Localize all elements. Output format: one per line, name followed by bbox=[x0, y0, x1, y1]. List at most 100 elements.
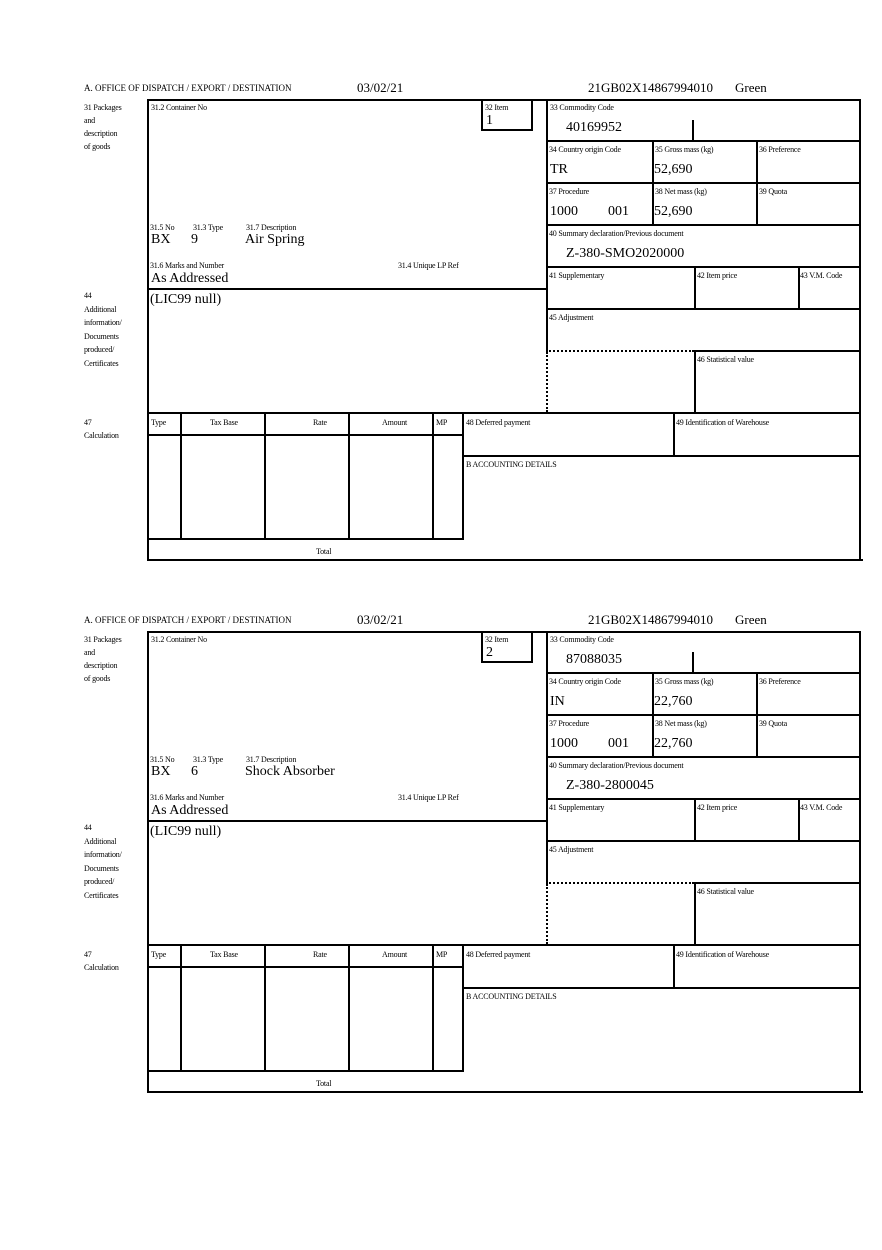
packages-label: and bbox=[84, 116, 95, 125]
procedure-label: 37 Procedure bbox=[549, 187, 590, 196]
item-price-label: 42 Item price bbox=[697, 271, 738, 280]
net-mass-value: 22,760 bbox=[654, 736, 693, 751]
additional-info-label: Additional bbox=[84, 836, 117, 846]
form-rule bbox=[756, 182, 758, 225]
form-rule bbox=[147, 538, 463, 540]
adjustment-label: 45 Adjustment bbox=[549, 313, 594, 322]
calculation-label: Calculation bbox=[84, 963, 119, 972]
additional-info-label: Documents bbox=[84, 331, 119, 341]
item-label: 32 Item bbox=[485, 635, 509, 644]
form-rule bbox=[756, 140, 758, 183]
declaration-item-form: A. OFFICE OF DISPATCH / EXPORT / DESTINA… bbox=[0, 80, 882, 580]
form-rule bbox=[432, 412, 434, 540]
form-rule bbox=[531, 631, 533, 663]
gross-mass-value: 22,760 bbox=[654, 694, 693, 709]
form-rule bbox=[147, 99, 149, 561]
packages-label: and bbox=[84, 648, 95, 657]
goods-description: Air Spring bbox=[245, 232, 305, 247]
gross-mass-label: 35 Gross mass (kg) bbox=[655, 677, 714, 686]
item-label: 32 Item bbox=[485, 103, 509, 112]
form-rule bbox=[546, 672, 861, 674]
office-of-dispatch-label: A. OFFICE OF DISPATCH / EXPORT / DESTINA… bbox=[84, 83, 292, 93]
packages-label: description bbox=[84, 129, 118, 138]
form-rule bbox=[798, 798, 800, 841]
commodity-code-value: 87088035 bbox=[566, 652, 622, 667]
commodity-code-value: 40169952 bbox=[566, 120, 622, 135]
form-rule bbox=[147, 944, 861, 946]
description-label: 31.7 Description bbox=[246, 755, 297, 764]
declaration-date: 03/02/21 bbox=[357, 80, 404, 95]
adjustment-label: 45 Adjustment bbox=[549, 845, 594, 854]
calc-header: Amount bbox=[382, 418, 408, 427]
packages-label: 31 Packages bbox=[84, 103, 122, 112]
additional-info-value: (LIC99 null) bbox=[150, 292, 222, 307]
form-rule bbox=[147, 288, 547, 290]
net-mass-label: 38 Net mass (kg) bbox=[655, 719, 707, 728]
deferred-payment-label: 48 Deferred payment bbox=[466, 950, 531, 959]
calc-header: MP bbox=[436, 418, 448, 427]
supplementary-label: 41 Supplementary bbox=[549, 271, 605, 280]
form-rule bbox=[859, 631, 861, 1093]
summary-declaration-value: Z-380-SMO2020000 bbox=[566, 246, 685, 261]
calc-header: Tax Base bbox=[210, 950, 238, 959]
calculation-label: 47 bbox=[84, 950, 92, 959]
additional-info-label: produced/ bbox=[84, 877, 115, 886]
dotted-rule bbox=[546, 882, 694, 884]
declaration-reference: 21GB02X14867994010 bbox=[588, 612, 713, 627]
form-rule bbox=[546, 840, 861, 842]
form-rule bbox=[180, 412, 182, 540]
country-origin-label: 34 Country origin Code bbox=[549, 677, 621, 686]
additional-info-label: Certificates bbox=[84, 358, 119, 368]
form-rule bbox=[652, 714, 654, 757]
item-number: 1 bbox=[486, 113, 493, 128]
form-rule bbox=[348, 944, 350, 1072]
packages-label: 31 Packages bbox=[84, 635, 122, 644]
form-rule bbox=[147, 1091, 863, 1093]
procedure-ext-value: 001 bbox=[608, 204, 629, 219]
marks-value: As Addressed bbox=[151, 803, 229, 818]
procedure-value: 1000 bbox=[550, 204, 578, 219]
form-rule bbox=[147, 631, 861, 633]
calc-header: Type bbox=[151, 418, 167, 427]
form-rule bbox=[652, 140, 654, 183]
form-rule bbox=[264, 412, 266, 540]
container-no-label: 31.2 Container No bbox=[151, 103, 207, 112]
warehouse-id-label: 49 Identification of Warehouse bbox=[676, 418, 769, 427]
declaration-item-form: A. OFFICE OF DISPATCH / EXPORT / DESTINA… bbox=[0, 612, 882, 1112]
vm-code-label: 43 V.M. Code bbox=[800, 271, 843, 280]
form-rule bbox=[147, 412, 861, 414]
form-rule bbox=[531, 99, 533, 131]
calculation-label: 47 bbox=[84, 418, 92, 427]
route-status: Green bbox=[735, 80, 767, 95]
form-rule bbox=[147, 1070, 463, 1072]
statistical-value-label: 46 Statistical value bbox=[697, 887, 754, 896]
form-rule bbox=[546, 182, 861, 184]
item-price-label: 42 Item price bbox=[697, 803, 738, 812]
summary-declaration-label: 40 Summary declaration/Previous document bbox=[549, 761, 684, 770]
declaration-reference: 21GB02X14867994010 bbox=[588, 80, 713, 95]
form-rule bbox=[180, 944, 182, 1072]
package-kind: BX bbox=[151, 764, 171, 779]
form-rule bbox=[147, 99, 861, 101]
form-rule bbox=[546, 714, 861, 716]
form-rule bbox=[481, 661, 533, 663]
declaration-date: 03/02/21 bbox=[357, 612, 404, 627]
package-count: 9 bbox=[191, 232, 198, 247]
summary-declaration-value: Z-380-2800045 bbox=[566, 778, 654, 793]
goods-description: Shock Absorber bbox=[245, 764, 335, 779]
packages-label: of goods bbox=[84, 674, 111, 683]
country-origin-value: IN bbox=[550, 694, 565, 709]
form-rule bbox=[859, 99, 861, 561]
form-rule bbox=[694, 882, 861, 884]
form-rule bbox=[147, 631, 149, 1093]
additional-info-label: 44 bbox=[84, 823, 92, 832]
marks-value: As Addressed bbox=[151, 271, 229, 286]
additional-info-value: (LIC99 null) bbox=[150, 824, 222, 839]
form-rule bbox=[432, 944, 434, 1072]
no-label: 31.5 No bbox=[150, 223, 175, 232]
form-rule bbox=[694, 266, 696, 309]
form-rule bbox=[546, 140, 861, 142]
calculation-label: Calculation bbox=[84, 431, 119, 440]
total-label: Total bbox=[316, 1079, 332, 1088]
calc-header: Type bbox=[151, 950, 167, 959]
